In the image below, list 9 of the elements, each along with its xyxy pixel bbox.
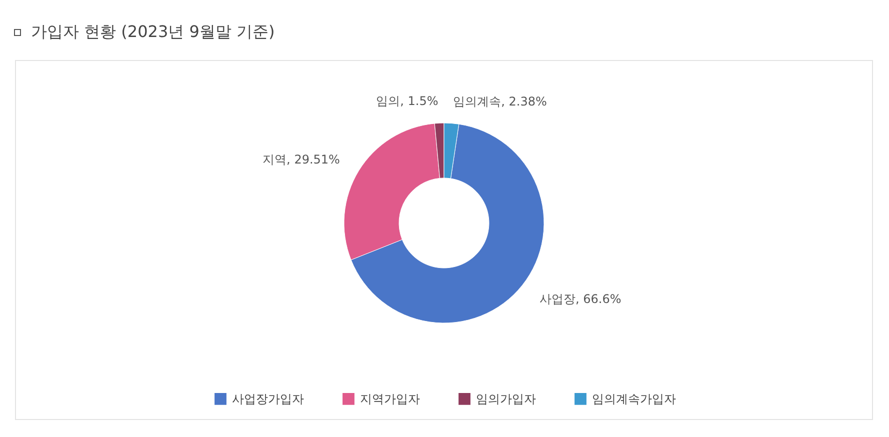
- chart-title: 가입자 현황 (2023년 9월말 기준): [31, 22, 275, 43]
- data-label: 사업장, 66.6%: [540, 292, 622, 306]
- legend-label: 지역가입자: [360, 392, 420, 406]
- legend-label: 임의계속가입자: [592, 392, 676, 406]
- legend-label: 사업장가입자: [232, 392, 304, 406]
- data-label: 임의계속, 2.38%: [453, 94, 547, 108]
- data-label: 임의, 1.5%: [376, 94, 438, 108]
- legend-label: 임의가입자: [476, 392, 536, 406]
- data-label: 지역, 29.51%: [262, 152, 340, 166]
